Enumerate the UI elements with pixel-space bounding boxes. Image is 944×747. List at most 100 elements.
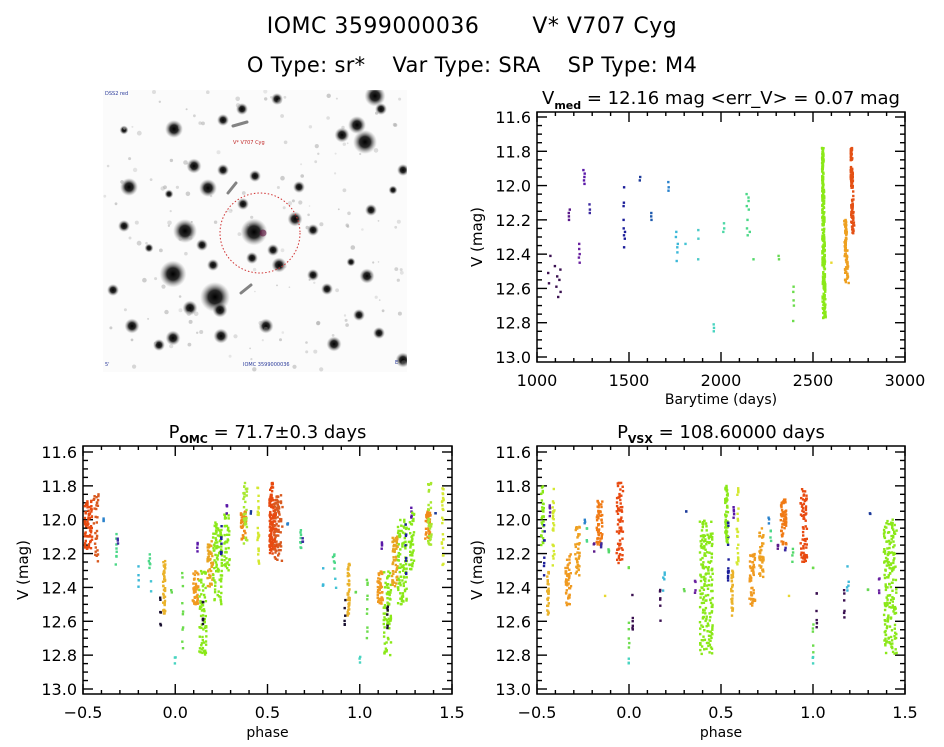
faint-star [337,208,340,211]
faint-star [188,167,192,171]
data-point [821,210,824,213]
data-point [599,510,602,513]
data-point [249,510,253,513]
data-point [891,642,894,645]
data-point [851,171,854,174]
faint-star [270,96,273,99]
data-point [383,604,387,607]
star-streak [231,120,249,128]
data-point [551,506,554,509]
data-point [163,576,166,579]
data-point [394,570,397,573]
data-point [844,225,847,228]
data-point [200,648,203,651]
data-point [890,639,894,642]
data-point [801,509,804,512]
data-point [618,553,622,556]
phase_vsx-xlabel: phase [700,725,742,741]
faint-star [326,93,331,98]
data-point [707,644,710,648]
data-point [850,211,853,214]
data-point [412,531,416,534]
data-point [699,596,702,599]
faint-star [374,295,378,299]
data-point [430,522,433,526]
data-point [735,527,739,531]
data-point [699,648,702,652]
data-point [823,287,826,290]
data-point [257,505,260,509]
data-point [409,544,412,547]
lightcurve-points [547,146,856,333]
data-point [201,622,205,626]
data-point [246,539,249,542]
data-point [675,259,678,263]
data-point [846,565,849,568]
data-point [383,642,386,645]
data-point [207,550,211,553]
star [397,164,407,176]
data-point [565,603,569,607]
data-point [705,529,708,532]
data-point [395,537,399,540]
data-point [215,556,219,559]
data-point [270,537,274,540]
lightcurve-xlabel: Barytime (days) [665,392,777,408]
data-point [804,539,807,543]
data-point [850,204,853,207]
data-point [710,560,713,563]
data-point [442,562,445,566]
data-point [163,577,166,581]
data-point [181,640,184,643]
data-point [548,514,551,518]
data-point [274,551,277,554]
data-point [889,635,893,639]
faint-star [185,191,191,197]
data-point [87,509,90,512]
data-point [334,577,337,580]
data-point [196,578,200,581]
data-point [256,486,260,490]
data-point [552,522,555,525]
data-point [701,521,705,524]
faint-star [261,339,264,342]
faint-star [394,267,399,271]
data-point [147,559,151,563]
data-point [440,500,444,504]
data-point [822,292,825,295]
data-point [275,534,278,537]
faint-star [300,163,303,166]
data-point [676,242,679,246]
data-point [384,618,387,621]
faint-star [123,127,126,130]
data-point [322,567,325,570]
faint-star [283,95,287,99]
star [267,244,279,256]
data-point [699,579,703,583]
data-point [782,514,785,517]
data-point [212,546,215,550]
data-point [725,510,728,513]
data-point [269,497,272,500]
data-point [617,481,621,485]
data-point [812,651,815,654]
data-point [401,579,404,582]
data-point [767,522,771,525]
star [271,257,287,273]
data-point [245,494,248,497]
data-point [196,546,199,549]
data-point [272,509,275,513]
data-point [699,545,703,548]
data-point [697,237,700,240]
data-point [403,536,406,540]
data-point [747,199,750,203]
data-point [801,503,804,507]
data-point [240,526,244,529]
data-point [618,539,622,542]
data-point [201,585,204,588]
data-point [543,556,546,559]
data-point [823,294,826,298]
data-point [621,554,624,557]
data-point [548,504,551,507]
data-point [706,567,710,570]
